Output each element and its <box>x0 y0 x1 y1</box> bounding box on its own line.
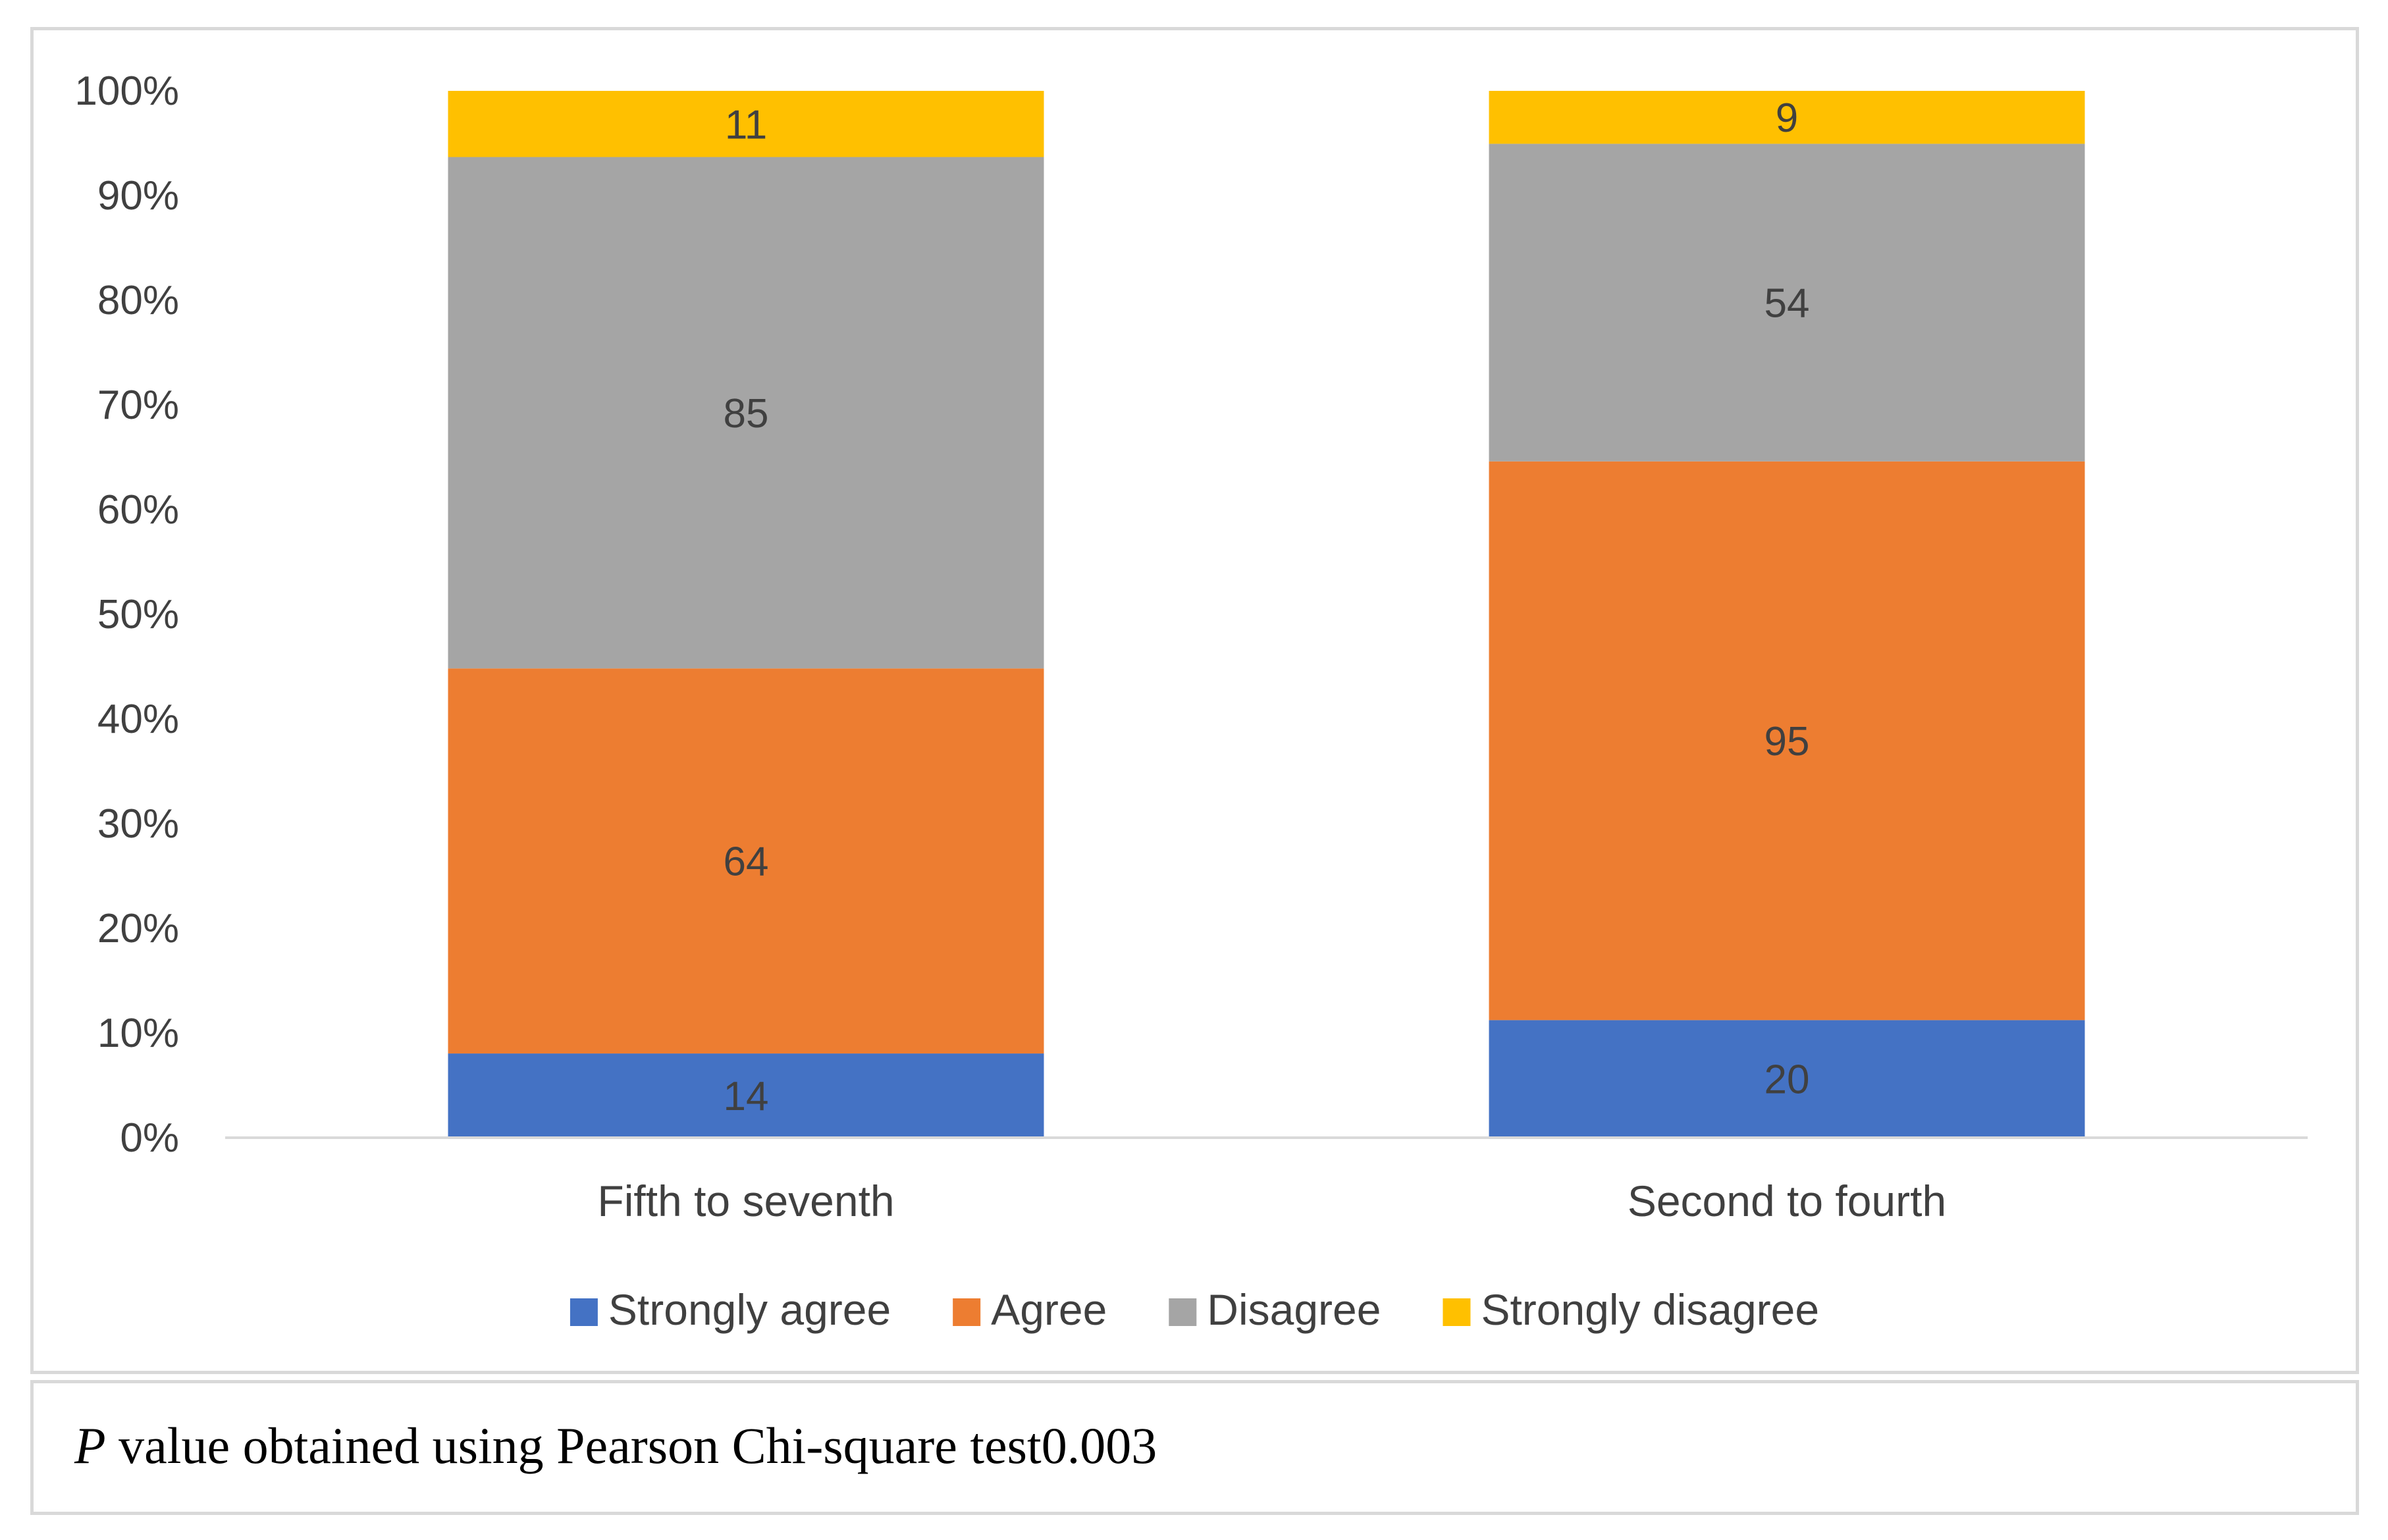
y-tick-label: 10% <box>97 1011 179 1056</box>
data-label: 14 <box>724 1074 769 1119</box>
y-tick-label: 70% <box>97 383 179 428</box>
bars <box>448 91 2085 1138</box>
legend-swatch <box>953 1298 981 1326</box>
legend-swatch <box>1169 1298 1197 1326</box>
legend-label: Disagree <box>1207 1285 1381 1334</box>
footnote-text: P value obtained using Pearson Chi-squar… <box>74 1416 1157 1475</box>
y-tick-label: 60% <box>97 487 179 533</box>
chart-frame: 0% 10% 20% 30% 40% 50% 60% 70% 80% 90% 100% 14 64 85… <box>30 27 2359 1374</box>
footnote-description: value obtained using Pearson Chi-square … <box>105 1417 1042 1474</box>
data-label: 85 <box>724 391 769 437</box>
category-labels: Fifth to seventh Second to fourth <box>597 1177 1946 1225</box>
data-label: 95 <box>1764 719 1810 764</box>
stacked-bar-chart: 0% 10% 20% 30% 40% 50% 60% 70% 80% 90% 100% 14 64 85… <box>74 68 2308 1334</box>
footnote-box: P value obtained using Pearson Chi-squar… <box>30 1380 2359 1515</box>
legend: Strongly agree Agree Disagree Strongly disa… <box>570 1285 1819 1334</box>
y-tick-label: 80% <box>97 278 179 323</box>
legend-label: Agree <box>991 1285 1107 1334</box>
data-label: 9 <box>1776 95 1798 141</box>
bar-segment <box>448 668 1044 1054</box>
y-tick-label: 0% <box>120 1115 179 1161</box>
p-label: P <box>74 1417 106 1474</box>
bar-segment <box>448 157 1044 669</box>
y-tick-label: 40% <box>97 697 179 742</box>
category-label: Second to fourth <box>1628 1177 1946 1225</box>
data-label: 20 <box>1764 1057 1810 1103</box>
y-tick-label: 30% <box>97 801 179 847</box>
bar-segment <box>1489 91 2085 144</box>
data-label: 54 <box>1764 281 1810 327</box>
bar-segment <box>1489 461 2085 1021</box>
y-tick-label: 20% <box>97 906 179 951</box>
y-tick-label: 90% <box>97 173 179 219</box>
bar-segment <box>1489 144 2085 462</box>
legend-swatch <box>570 1298 598 1326</box>
legend-label: Strongly disagree <box>1481 1285 1819 1334</box>
y-tick-label: 100% <box>74 68 179 114</box>
y-tick-label: 50% <box>97 592 179 637</box>
y-axis-tick-labels: 0% 10% 20% 30% 40% 50% 60% 70% 80% 90% 100% <box>74 68 179 1161</box>
data-label: 64 <box>724 839 769 885</box>
data-label: 11 <box>725 102 767 147</box>
legend-swatch <box>1443 1298 1471 1326</box>
legend-label: Strongly agree <box>608 1285 891 1334</box>
bar-segment <box>448 91 1044 157</box>
p-value: 0.003 <box>1041 1417 1157 1474</box>
bar-segment <box>1489 1020 2085 1138</box>
data-labels: 14 64 85 11 20 95 54 9 <box>724 95 1810 1119</box>
bar-segment <box>448 1053 1044 1138</box>
category-label: Fifth to seventh <box>597 1177 894 1225</box>
